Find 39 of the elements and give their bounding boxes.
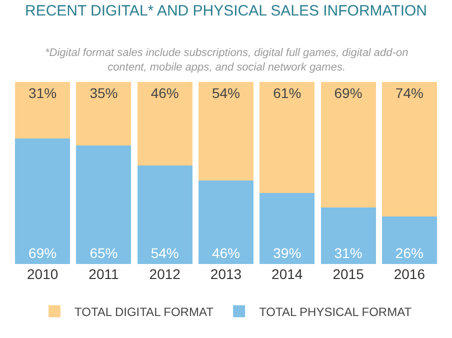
data-label: 69% (334, 85, 362, 101)
data-label: 65% (90, 245, 118, 261)
data-label: 46% (212, 245, 240, 261)
data-label: 61% (273, 85, 302, 101)
legend-label: TOTAL PHYSICAL FORMAT (259, 304, 412, 319)
x-tick-label: 2010 (26, 266, 58, 282)
data-label: 26% (395, 245, 424, 261)
data-label: 31% (334, 245, 362, 261)
data-label: 39% (273, 245, 302, 261)
bar (137, 82, 192, 166)
x-tick-label: 2011 (88, 266, 119, 282)
bar (198, 82, 254, 180)
legend-label: TOTAL DIGITAL FORMAT (74, 304, 214, 319)
chart-subtitle: *Digital format sales include subscriptions, digital full games, digital add-on content, mobile apps, and social network games. (45, 47, 408, 74)
bar (137, 166, 192, 264)
bar (260, 82, 315, 194)
x-tick-label: 2016 (394, 266, 426, 282)
data-label: 54% (212, 85, 240, 101)
bar (320, 82, 376, 208)
bar (15, 138, 70, 264)
x-tick-label: 2015 (332, 266, 364, 282)
x-tick-label: 2013 (210, 266, 242, 282)
data-label: 69% (28, 245, 57, 261)
data-label: 54% (150, 245, 179, 261)
x-tick-label: 2012 (149, 266, 181, 282)
bar (382, 216, 437, 264)
x-tick-label: 2014 (272, 266, 303, 282)
bar (198, 180, 254, 264)
data-label: 46% (150, 85, 179, 101)
bar (382, 82, 437, 217)
bar (76, 82, 132, 146)
data-label: 31% (28, 85, 57, 101)
chart-title: RECENT DIGITAL* AND PHYSICAL SALES INFORMATION (24, 2, 428, 20)
bar (15, 82, 70, 138)
bar (260, 193, 315, 264)
data-label: 74% (395, 85, 424, 101)
data-label: 35% (90, 85, 118, 101)
bar (320, 208, 376, 264)
bar (76, 146, 132, 264)
